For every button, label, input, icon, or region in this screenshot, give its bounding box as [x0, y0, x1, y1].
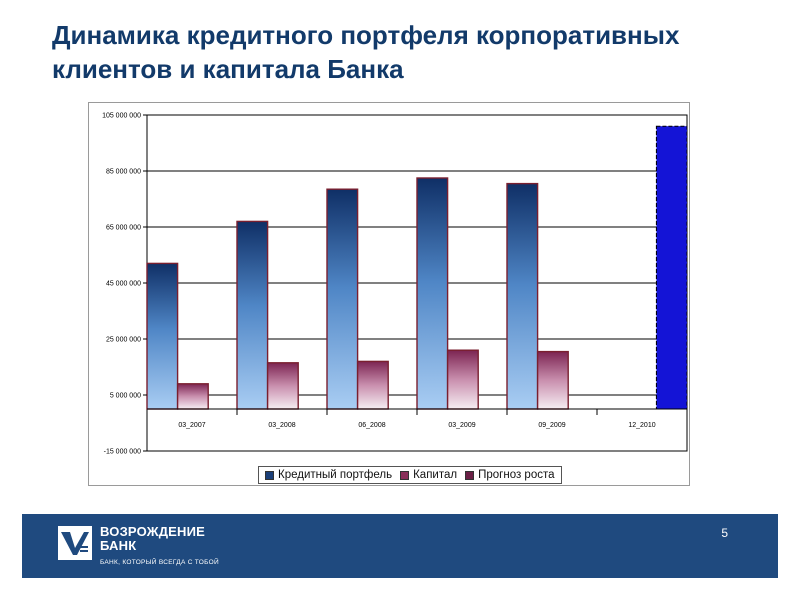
bar-loans — [146, 262, 179, 410]
bar-forecast — [655, 125, 688, 410]
bar-capital — [176, 383, 209, 410]
legend-swatch-forecast — [465, 470, 475, 480]
bar-chart: -15 000 000 5 000 000 25 000 000 45 000 000… — [102, 113, 688, 456]
legend-swatch-loans — [265, 470, 274, 480]
brand-name-line2: БАНК — [100, 538, 137, 553]
legend-label-loans: Кредитный портфель — [278, 469, 393, 481]
chart-frame: -15 000 000 5 000 000 25 000 000 45 000 000… — [88, 102, 690, 486]
x-tick-label: 03_2008 — [268, 422, 295, 429]
y-tick-label: 25 000 000 — [106, 337, 141, 344]
y-tick-label: -15 000 000 — [104, 449, 141, 456]
bar-loans — [506, 182, 539, 410]
legend-item-forecast: Прогноз роста — [465, 469, 555, 481]
bar-loans — [236, 220, 269, 410]
legend-item-capital: Капитал — [400, 469, 457, 481]
bar-loans — [326, 188, 359, 410]
y-tick-label: 65 000 000 — [106, 225, 141, 232]
page-number: 5 — [721, 526, 728, 540]
x-tick-label: 06_2008 — [358, 422, 385, 429]
bar-capital — [356, 360, 389, 410]
y-tick-label: 105 000 000 — [102, 113, 141, 120]
brand-name-line1: ВОЗРОЖДЕНИЕ — [100, 524, 206, 539]
footer-band: ВОЗРОЖДЕНИЕ БАНК БАНК, КОТОРЫЙ ВСЕГДА С … — [22, 514, 778, 578]
bar-capital — [446, 349, 479, 410]
y-tick-label: 85 000 000 — [106, 169, 141, 176]
y-tick-label: 45 000 000 — [106, 281, 141, 288]
slide-title: Динамика кредитного портфеля корпоративн… — [52, 20, 680, 84]
legend-label-capital: Капитал — [413, 469, 458, 481]
bar-capital — [266, 362, 299, 410]
legend-swatch-capital — [400, 470, 410, 480]
brand-name: ВОЗРОЖДЕНИЕ БАНК — [100, 525, 205, 553]
x-tick-label: 03_2007 — [178, 422, 205, 429]
y-tick-label: 5 000 000 — [110, 393, 141, 400]
brand-tagline: БАНК, КОТОРЫЙ ВСЕГДА С ТОБОЙ — [100, 559, 219, 566]
bank-logo-icon — [58, 526, 92, 560]
x-tick-label: 12_2010 — [628, 422, 655, 429]
chart-legend: Кредитный портфель Капитал Прогноз роста — [258, 466, 562, 484]
x-tick-label: 03_2009 — [448, 422, 475, 429]
bar-capital — [536, 350, 569, 410]
bar-loans — [416, 177, 449, 410]
legend-label-forecast: Прогноз роста — [478, 469, 555, 481]
legend-item-loans: Кредитный портфель — [265, 469, 392, 481]
x-tick-label: 09_2009 — [538, 422, 565, 429]
